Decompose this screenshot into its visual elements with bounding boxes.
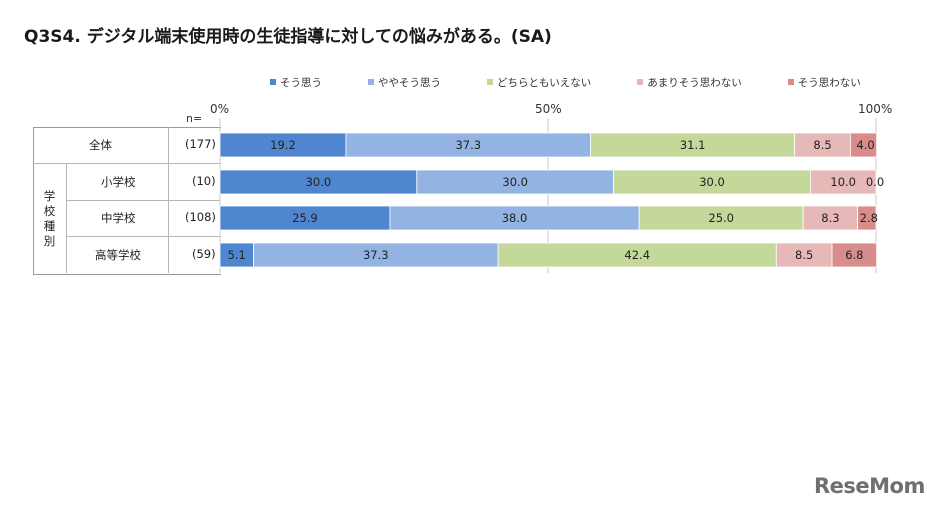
legend-item-2: どちらともいえない xyxy=(487,74,591,90)
data-label: 2.8 xyxy=(860,211,878,225)
legend-label: ややそう思う xyxy=(378,76,441,89)
legend-swatch xyxy=(368,79,374,85)
category-label: 全体 xyxy=(89,138,112,152)
row-divider xyxy=(66,236,220,237)
data-label: 10.0 xyxy=(830,175,856,189)
row-divider xyxy=(66,200,220,201)
legend: そう思う ややそう思う どちらともいえない あまりそう思わない そう思わない xyxy=(270,74,907,90)
data-label: 38.0 xyxy=(502,211,528,225)
data-label: 19.2 xyxy=(270,138,296,152)
bar-segment xyxy=(802,205,859,231)
bar-segment xyxy=(810,169,877,195)
data-label: 25.0 xyxy=(708,211,734,225)
n-label: n= xyxy=(186,112,203,125)
bar-segment xyxy=(638,205,804,231)
legend-label: そう思う xyxy=(280,76,322,89)
legend-swatch xyxy=(787,79,794,85)
bar-segment xyxy=(389,205,640,231)
x-tick-100: 100% xyxy=(858,102,893,116)
group-label-char: 別 xyxy=(43,233,56,248)
chart-title: Q3S4. デジタル端末使用時の生徒指導に対しての悩みがある。(SA) xyxy=(24,27,552,47)
legend-item-3: あまりそう思わない xyxy=(637,74,742,90)
bar-segment xyxy=(219,169,418,195)
bar-segment xyxy=(219,205,391,231)
data-label: 0.0 xyxy=(866,175,884,189)
legend-label: あまりそう思わない xyxy=(647,76,742,89)
bar-segment xyxy=(219,132,347,158)
row-divider xyxy=(33,163,220,164)
data-label: 25.9 xyxy=(292,211,318,225)
group-label-char: 学 xyxy=(43,188,56,203)
n-value: (177) xyxy=(185,137,216,151)
bar-segment xyxy=(219,242,254,268)
n-value: (108) xyxy=(185,210,216,224)
n-value: (59) xyxy=(192,247,216,261)
bar-segment xyxy=(590,132,796,158)
n-value: (10) xyxy=(192,174,216,188)
x-tick-50: 50% xyxy=(535,102,562,116)
category-label: 小学校 xyxy=(101,175,136,189)
x-tick-0: 0% xyxy=(210,102,230,116)
legend-label: そう思わない xyxy=(797,76,861,89)
bar-segment xyxy=(857,205,877,231)
legend-item-4: そう思わない xyxy=(787,74,861,90)
category-label: 高等学校 xyxy=(95,248,141,262)
data-label: 37.3 xyxy=(363,248,389,262)
group-label-char: 種 xyxy=(43,218,56,233)
col-divider xyxy=(66,163,67,273)
bar-segment xyxy=(794,132,851,158)
data-label: 30.0 xyxy=(306,175,332,189)
data-label: 31.1 xyxy=(680,138,706,152)
legend-swatch xyxy=(487,79,493,85)
data-label: 37.3 xyxy=(455,138,481,152)
data-label: 8.5 xyxy=(795,248,813,262)
bar-segment xyxy=(850,132,878,158)
legend-swatch xyxy=(637,79,644,85)
data-label: 5.1 xyxy=(228,248,246,262)
data-label: 8.5 xyxy=(813,138,831,152)
category-label: 中学校 xyxy=(101,211,136,225)
legend-item-1: ややそう思う xyxy=(368,74,441,90)
data-label: 6.8 xyxy=(845,248,863,262)
bar-segment xyxy=(775,242,833,268)
data-label: 4.0 xyxy=(856,138,874,152)
data-label: 42.4 xyxy=(624,248,650,262)
bar-segment xyxy=(345,132,592,158)
data-label: 8.3 xyxy=(821,211,839,225)
data-label: 30.0 xyxy=(502,175,528,189)
group-label-char: 校 xyxy=(43,203,56,218)
bar-segment xyxy=(497,242,777,268)
data-label: 30.0 xyxy=(699,175,725,189)
row-header-table xyxy=(33,127,221,275)
group-label-school-type: 学校種別 xyxy=(33,164,66,273)
bar-segment xyxy=(831,242,878,268)
bar-segment xyxy=(253,242,499,268)
legend-item-0: そう思う xyxy=(270,74,322,90)
resemom-logo: ReseMom xyxy=(814,474,925,498)
legend-label: どちらともいえない xyxy=(497,76,592,89)
col-divider xyxy=(168,127,169,273)
legend-swatch xyxy=(270,79,276,85)
